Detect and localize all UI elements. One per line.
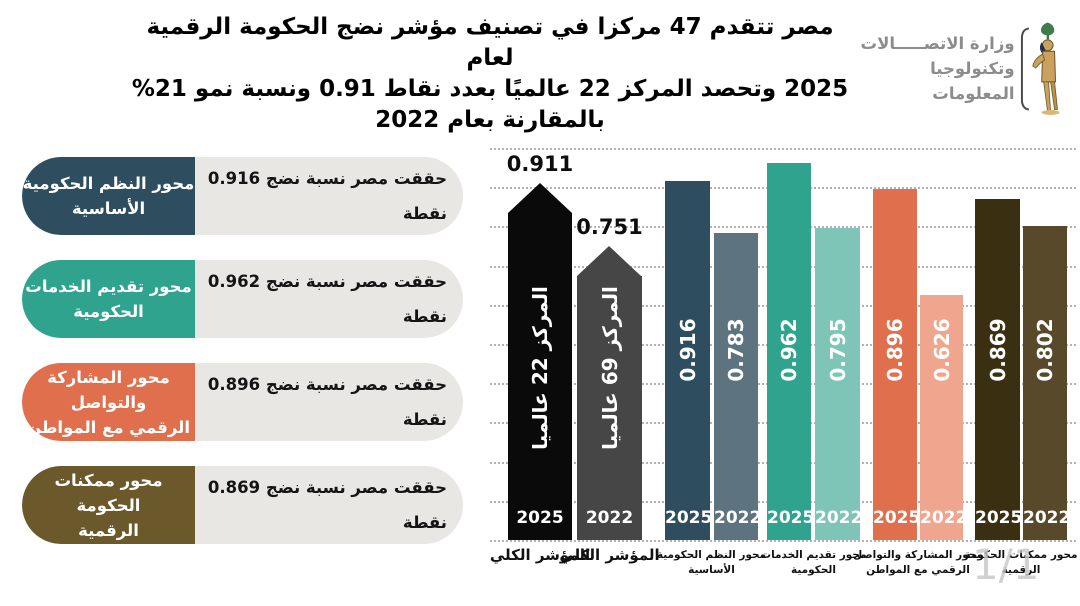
bar-rank-note: المركز 22 عالميا: [528, 286, 552, 450]
pillar-description: حققت مصر نسبة نضج 0.869 نقطة بالمقارنة ب…: [195, 466, 463, 544]
chart-bar-2-2025: [665, 181, 710, 540]
chart-bar-4-2022: [920, 295, 963, 540]
chart-bar-5-2025: [975, 199, 1020, 540]
bar-year-label: 2025: [665, 508, 713, 528]
ministry-logo: وزارة الاتصـــــالات وتكنولوجيا المعلوما…: [836, 18, 1066, 118]
pillar-desc-line1: حققت مصر نسبة نضج 0.896 نقطة: [207, 375, 447, 429]
pillar-pill-label: محور المشاركة والتواصل الرقمي مع المواطن: [22, 363, 195, 441]
bar-value-label: 0.869: [985, 318, 1010, 382]
title-line-2: 2025 وتحصد المركز 22 عالميًا بعدد نقاط 0…: [131, 76, 849, 102]
axis-label: محور المشاركة والتواصل الرقمي مع المواطن: [853, 549, 983, 576]
bar-value-label: 0.751: [576, 215, 643, 239]
bar-value-label: 0.911: [506, 152, 574, 176]
chart-bar-2-2022: [714, 233, 758, 540]
chart-bar-0-2025-tip: [508, 183, 572, 213]
pillar-desc-line1: حققت مصر نسبة نضج 0.962 نقطة: [207, 272, 447, 326]
pharaoh-figure-icon: [1020, 22, 1060, 115]
gridline: [490, 540, 1076, 542]
chart-bar-0-2025: [508, 213, 572, 540]
bar-year-label: 2025: [975, 508, 1023, 528]
bar-rank-note: المركز 69 عالميا: [597, 286, 622, 450]
page-indicator: 1/1: [972, 540, 1040, 589]
axis-label: المؤشر الكلي: [559, 546, 660, 564]
pillar-card-citizen-engagement: حققت مصر نسبة نضج 0.896 نقطة بالمقارنة ب…: [22, 363, 463, 441]
axis-label: محور ممكنات الحكومة الرقمية: [964, 549, 1078, 576]
bar-year-label: 2022: [815, 508, 863, 528]
ministry-logo-text-line1: وزارة الاتصـــــالات: [860, 33, 1015, 53]
pillar-pill-label: محور النظم الحكومية الأساسية: [22, 157, 195, 235]
pillar-description: حققت مصر نسبة نضج 0.916 نقطة بالمقارنة ب…: [195, 157, 463, 235]
chart-bar-3-2025: [767, 163, 811, 540]
pillar-description: حققت مصر نسبة نضج 0.896 نقطة بالمقارنة ب…: [195, 363, 463, 441]
ministry-logo-text-line2: وتكنولوجيا المعلومات: [930, 58, 1015, 103]
gridline: [490, 148, 1076, 150]
bar-year-label: 2025: [873, 508, 921, 528]
axis-label: محور النظم الحكومية الأساسية: [656, 549, 767, 576]
bar-value-label: 0.783: [724, 318, 748, 382]
pillar-card-core-systems: حققت مصر نسبة نضج 0.916 نقطة بالمقارنة ب…: [22, 157, 463, 235]
page-title: مصر تتقدم 47 مركزا في تصنيف مؤشر نضج الح…: [130, 12, 850, 136]
pillar-desc-line1: حققت مصر نسبة نضج 0.916 نقطة: [207, 169, 447, 223]
bar-value-label: 0.896: [883, 318, 907, 382]
bar-year-label: 2025: [516, 508, 564, 528]
bar-year-label: 2022: [585, 508, 634, 528]
title-line-3: بالمقارنة بعام 2022: [375, 107, 605, 133]
title-line-1: مصر تتقدم 47 مركزا في تصنيف مؤشر نضج الح…: [146, 14, 834, 71]
pillar-description: حققت مصر نسبة نضج 0.962 نقطة بالمقارنة ب…: [195, 260, 463, 338]
chart-bar-1-2022: [577, 276, 642, 540]
pillar-card-enablers: حققت مصر نسبة نضج 0.869 نقطة بالمقارنة ب…: [22, 466, 463, 544]
ministry-logo-text: وزارة الاتصـــــالات وتكنولوجيا المعلوما…: [844, 31, 1015, 106]
bar-year-label: 2025: [767, 508, 815, 528]
bar-year-label: 2022: [920, 508, 968, 528]
bar-value-label: 0.795: [825, 318, 850, 382]
pillar-pill-label: محور ممكنات الحكومة الرقمية: [22, 466, 195, 544]
chart-bar-1-2022-tip: [577, 246, 641, 276]
bar-value-label: 0.802: [1033, 318, 1057, 382]
bar-value-label: 0.962: [777, 318, 801, 382]
bar-value-label: 0.626: [929, 318, 954, 382]
pillar-desc-line1: حققت مصر نسبة نضج 0.869 نقطة: [207, 478, 447, 532]
bar-year-label: 2022: [1023, 508, 1071, 528]
axis-label: المؤشر الكلي: [489, 546, 591, 564]
bar-year-label: 2022: [714, 508, 762, 528]
bar-value-label: 0.916: [675, 318, 700, 382]
pillar-pill-label: محور تقديم الخدمات الحكومية: [22, 260, 195, 338]
axis-label: محور تقديم الخدمات الحكومية: [760, 549, 867, 576]
chart-bar-5-2022: [1023, 226, 1067, 540]
chart-bar-4-2025: [873, 189, 917, 540]
pillar-card-service-delivery: حققت مصر نسبة نضج 0.962 نقطة بالمقارنة ب…: [22, 260, 463, 338]
chart-bar-3-2022: [815, 228, 860, 540]
